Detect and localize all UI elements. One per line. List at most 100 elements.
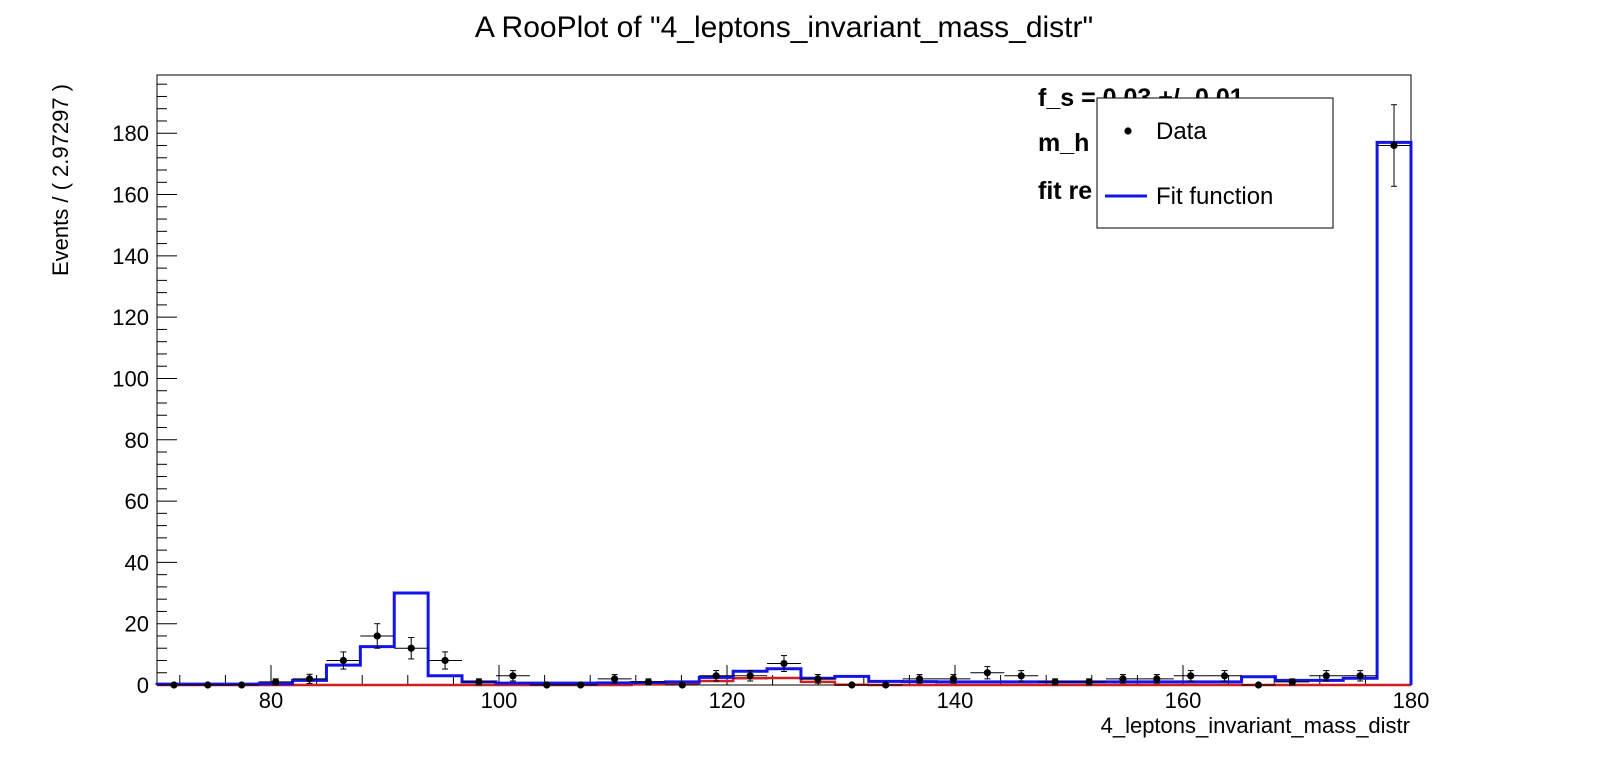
data-point [1343,670,1378,682]
data-marker [1322,672,1330,680]
y-tick-label: 40 [125,550,149,575]
data-point [631,678,666,686]
data-point [258,678,293,686]
data-point [868,681,903,689]
data-point [224,681,259,689]
chart-title: A RooPlot of "4_leptons_invariant_mass_d… [475,11,1093,44]
data-marker [577,681,585,689]
data-point [495,670,530,682]
x-tick-label: 80 [259,688,283,713]
data-marker [712,672,720,680]
data-point [800,674,835,684]
data-point [1207,670,1242,682]
data-marker [949,675,958,683]
data-point [1004,670,1039,682]
x-tick-label: 100 [481,688,518,713]
data-marker [407,644,415,652]
data-point [461,678,496,686]
data-point [733,670,768,682]
data-point [665,681,700,689]
data-point [1173,670,1208,682]
data-point [563,681,598,689]
data-point [428,651,463,670]
data-point [902,674,937,684]
data-marker [1153,675,1161,683]
data-marker [882,681,890,689]
x-tick-label: 140 [937,688,974,713]
data-marker [170,681,178,689]
data-marker [1119,675,1127,683]
data-marker [339,656,347,665]
data-marker [678,681,686,689]
legend-data-label: Data [1156,118,1207,145]
data-point [394,636,429,660]
series-layer [155,140,1413,687]
data-points [157,104,1411,689]
data-point [1038,678,1073,686]
data-marker [1017,672,1025,680]
data-marker [509,672,517,680]
data-point [699,670,734,682]
data-marker [373,632,381,640]
data-point [597,674,632,684]
data-point [767,655,801,673]
y-tick-label: 20 [125,612,149,637]
data-point [360,623,395,649]
y-tick-label: 180 [112,121,149,146]
data-point [1105,674,1140,684]
data-marker [543,681,551,689]
legend-box [1096,97,1334,229]
annotation-mh: m_h [1038,129,1089,157]
series-line-0 [155,140,1413,686]
y-axis-label: Events / ( 2.97297 ) [48,84,73,276]
data-marker [305,675,314,683]
x-tick-label: 180 [1393,688,1430,713]
y-axis: 0 20 40 60 80 100 120 140 160 180 [112,83,177,698]
data-point [1241,681,1276,689]
data-marker [983,669,991,677]
data-marker [915,675,924,683]
data-marker [1187,672,1195,680]
data-marker [1221,672,1229,680]
x-tick-label: 160 [1165,688,1202,713]
data-marker [238,681,246,689]
data-point [326,651,361,670]
data-marker [610,675,619,683]
y-tick-label: 100 [112,366,149,391]
legend: Data Fit function [1096,97,1334,229]
data-marker [1390,141,1398,150]
data-point [1309,670,1344,682]
y-tick-label: 140 [112,244,149,269]
data-point [157,681,191,689]
data-marker [1356,672,1364,680]
y-tick-label: 60 [125,489,149,514]
data-marker [1085,678,1093,686]
data-point [1139,674,1174,684]
data-marker [780,659,788,668]
data-marker [1254,681,1263,689]
y-tick-label: 160 [112,183,149,208]
data-marker [1051,678,1059,686]
data-point [1072,678,1107,686]
legend-data-marker [1124,127,1132,135]
legend-fit-label: Fit function [1156,183,1273,210]
data-point [1275,678,1310,686]
data-marker [441,656,449,665]
x-axis: 80 100 120 140 160 180 [179,665,1430,713]
y-tick-label: 80 [125,428,149,453]
y-tick-label: 0 [137,673,149,698]
data-point [834,681,869,689]
data-marker [848,681,856,689]
data-marker [475,678,483,686]
data-point [936,674,971,684]
x-tick-label: 120 [709,688,746,713]
data-point [190,681,225,689]
y-tick-label: 120 [112,305,149,330]
data-point [1377,104,1411,187]
data-marker [204,681,212,689]
annotation-fit-result: fit re [1038,177,1092,205]
data-marker [746,672,754,680]
data-point [970,666,1005,680]
series-line-1 [157,676,1411,687]
